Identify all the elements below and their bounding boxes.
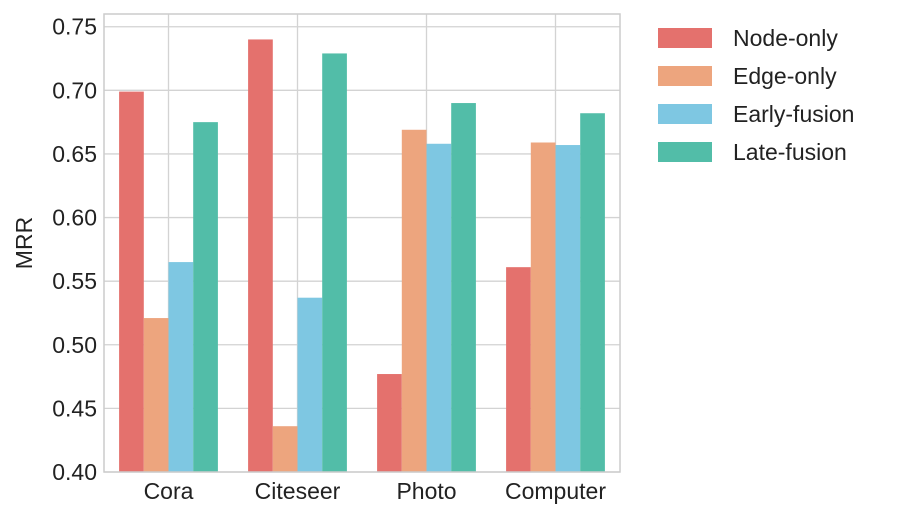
legend-swatch xyxy=(658,28,712,48)
bar-early-fusion-computer xyxy=(555,145,581,473)
bars xyxy=(119,39,605,473)
y-tick-label: 0.70 xyxy=(52,77,97,103)
y-tick-label: 0.50 xyxy=(52,332,97,358)
bar-early-fusion-cora xyxy=(168,262,194,472)
bar-late-fusion-cora xyxy=(193,122,218,472)
bar-edge-only-citeseer xyxy=(272,426,298,472)
legend-label: Late-fusion xyxy=(733,139,847,165)
legend-swatch xyxy=(658,66,712,86)
bar-early-fusion-photo xyxy=(426,143,452,472)
y-axis-label: MRR xyxy=(11,217,37,269)
y-tick-label: 0.60 xyxy=(52,205,97,231)
x-tick-label: Cora xyxy=(144,478,194,504)
legend-swatch xyxy=(658,104,712,124)
x-tick-labels: Cora Citeseer Photo Computer xyxy=(144,478,607,504)
x-tick-label: Citeseer xyxy=(255,478,341,504)
bar-node-only-computer xyxy=(506,267,531,472)
bar-edge-only-cora xyxy=(143,318,169,472)
bar-late-fusion-computer xyxy=(580,113,605,472)
bar-early-fusion-citeseer xyxy=(297,297,323,472)
legend-swatch xyxy=(658,142,712,162)
bar-node-only-cora xyxy=(119,91,144,472)
y-tick-label: 0.55 xyxy=(52,268,97,294)
legend: Node-only Edge-only Early-fusion Late-fusio… xyxy=(658,25,854,165)
legend-label: Early-fusion xyxy=(733,101,854,127)
y-tick-label: 0.40 xyxy=(52,459,97,485)
y-tick-labels: 0.40 0.45 0.50 0.55 0.60 0.65 0.70 0.75 xyxy=(52,14,97,485)
legend-label: Node-only xyxy=(733,25,838,51)
y-tick-label: 0.65 xyxy=(52,141,97,167)
bar-node-only-photo xyxy=(377,374,402,472)
bar-edge-only-photo xyxy=(401,129,427,472)
y-tick-label: 0.75 xyxy=(52,14,97,40)
bar-late-fusion-photo xyxy=(451,103,476,473)
y-tick-label: 0.45 xyxy=(52,395,97,421)
x-tick-label: Computer xyxy=(505,478,606,504)
bar-late-fusion-citeseer xyxy=(322,53,347,472)
legend-label: Edge-only xyxy=(733,63,837,89)
bar-edge-only-computer xyxy=(530,142,556,472)
plot-frame xyxy=(103,13,621,473)
x-tick-label: Photo xyxy=(396,478,456,504)
bar-node-only-citeseer xyxy=(248,39,273,472)
